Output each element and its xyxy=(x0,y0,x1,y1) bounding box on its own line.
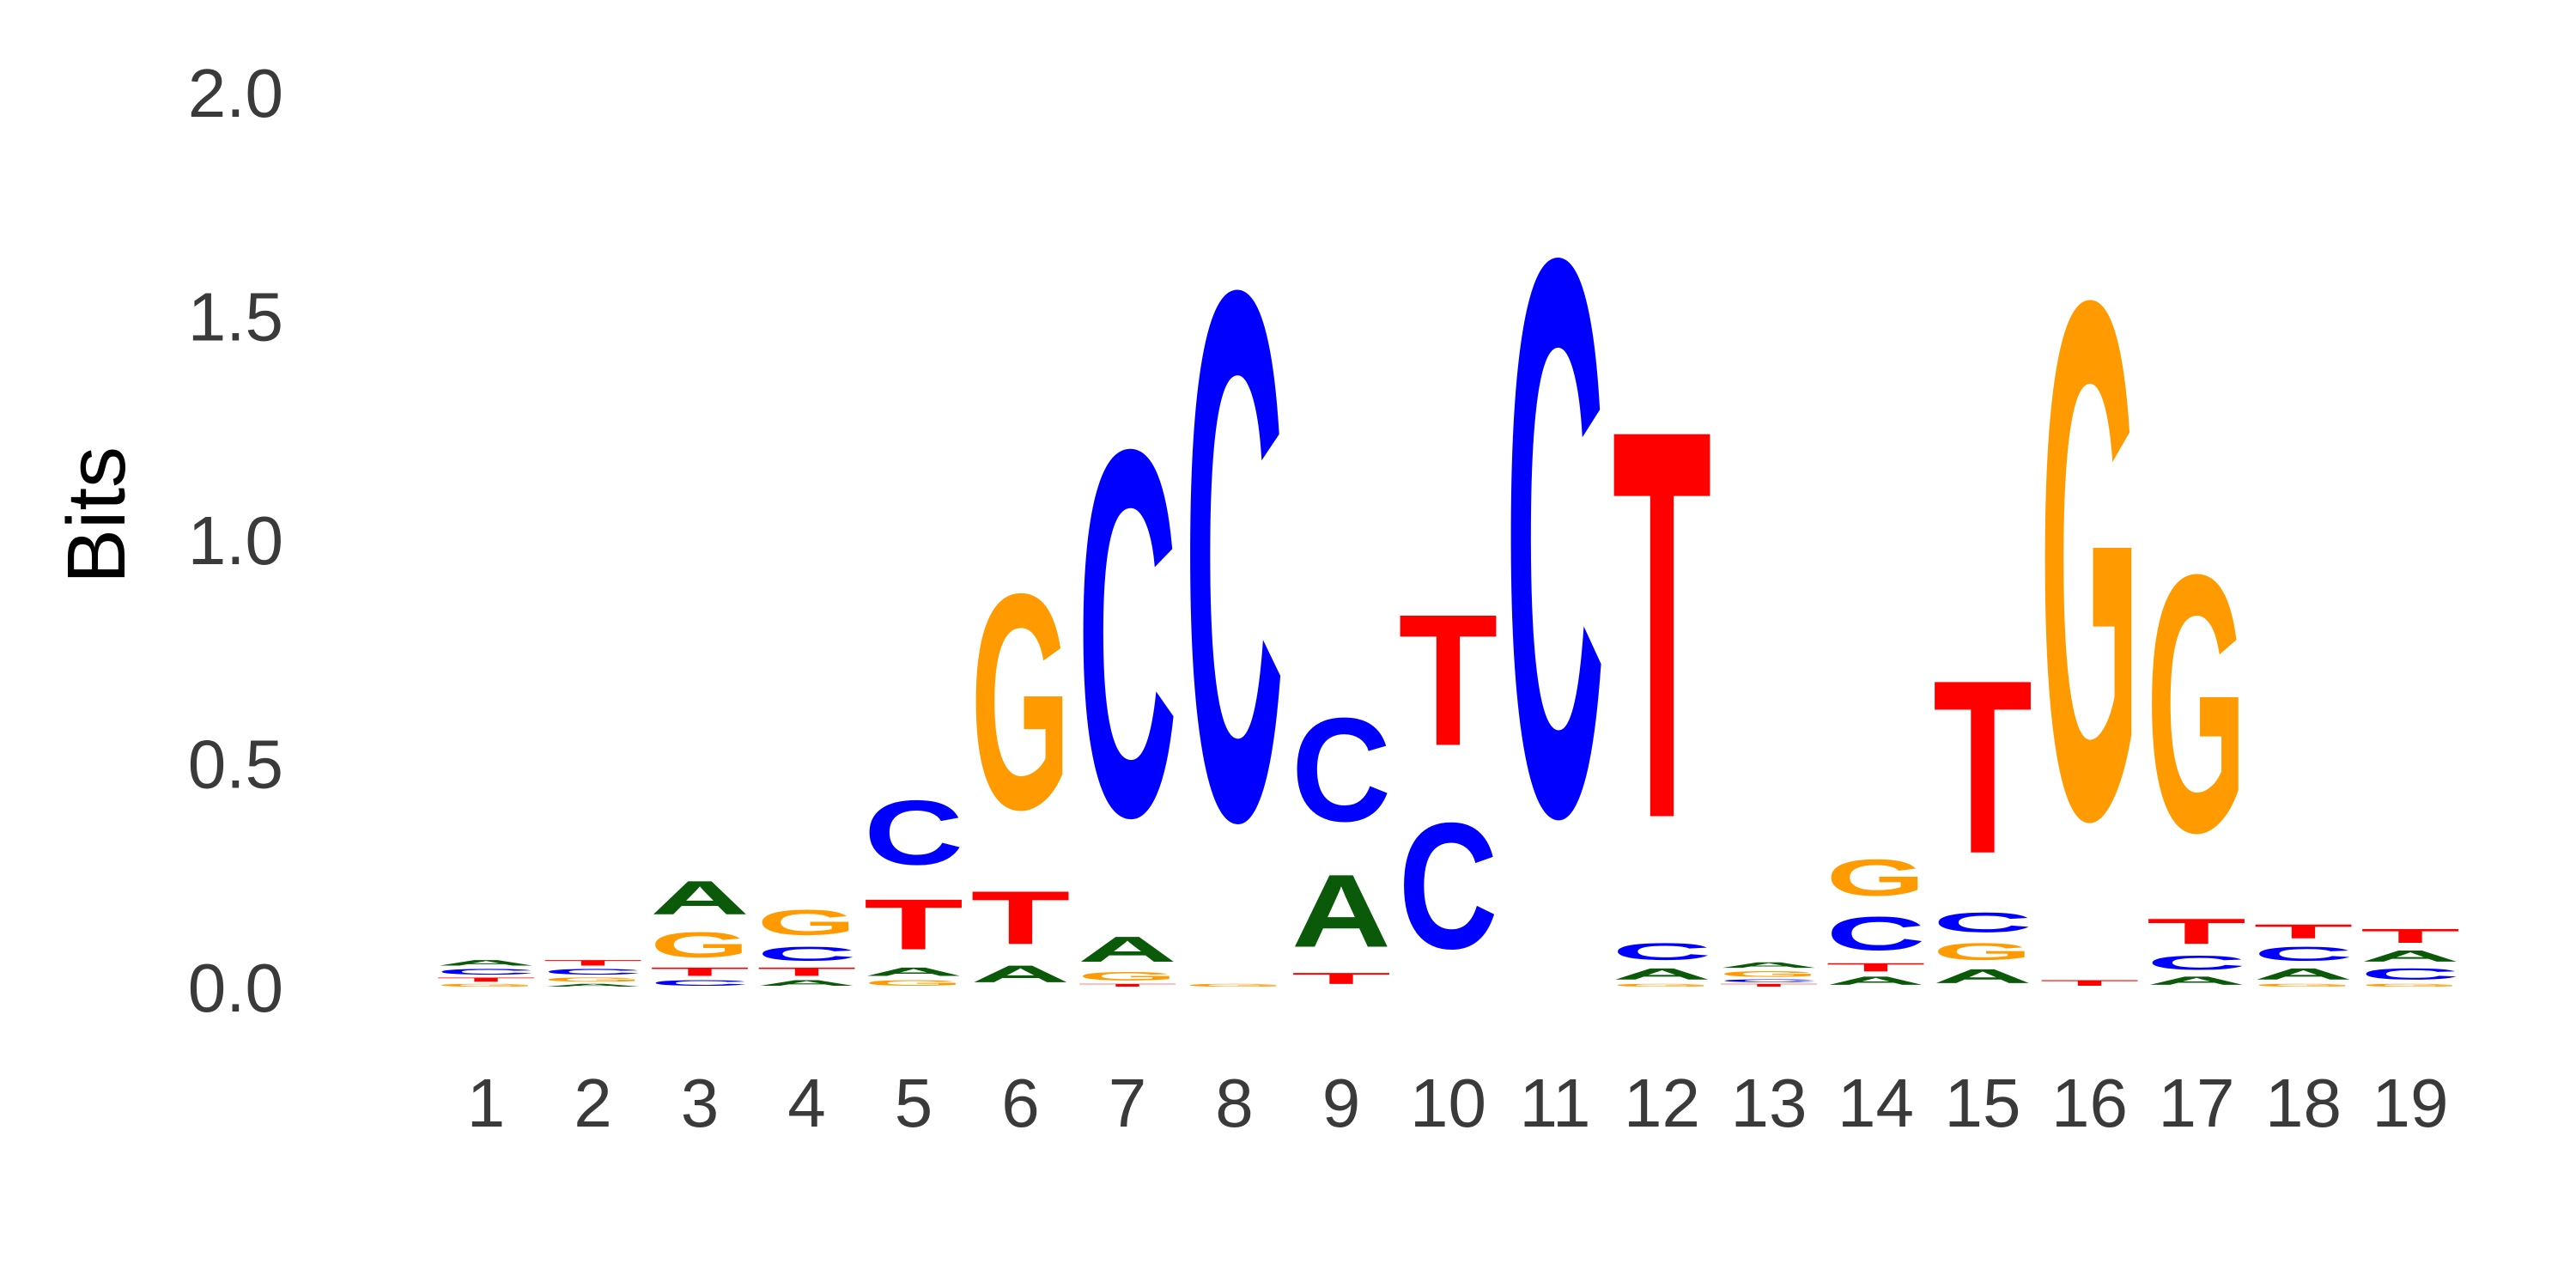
logo-letter-t: T xyxy=(1933,629,2032,905)
x-tick-label: 6 xyxy=(1001,1065,1040,1141)
logo-letter-a: A xyxy=(1719,961,1819,969)
logo-letter-g: G xyxy=(2147,498,2246,908)
x-axis: 1 2 3 4 5 6 7 8 9 10 11 12 13 14 15 16 17 18 19 xyxy=(467,1065,2449,1141)
y-tick-label: 1.5 xyxy=(188,279,283,355)
logo-letter-t: T xyxy=(971,876,1071,960)
logo-letter-g: G xyxy=(1078,969,1177,983)
logo-letter-t: T xyxy=(1399,576,1498,785)
x-tick-label: 13 xyxy=(1731,1065,1807,1141)
y-tick-label: 0.5 xyxy=(188,726,283,803)
logo-letter-g: G xyxy=(544,976,643,983)
logo-letter-c: C xyxy=(1826,907,1926,960)
logo-letter-a: A xyxy=(544,983,643,987)
logo-letter-a: A xyxy=(864,965,963,979)
logo-letter-g: G xyxy=(864,979,963,987)
logo-letter-a: A xyxy=(1613,965,1712,983)
logo-letter-g: G xyxy=(1933,939,2032,965)
logo-letter-c: C xyxy=(650,979,750,987)
logo-letter-t: T xyxy=(1291,969,1391,987)
logo-letter-t: T xyxy=(1613,314,1712,934)
logo-letter-t: T xyxy=(757,965,857,979)
x-tick-label: 8 xyxy=(1215,1065,1254,1141)
x-tick-label: 12 xyxy=(1624,1065,1700,1141)
x-tick-label: 16 xyxy=(2051,1065,2128,1141)
logo-letter-g: G xyxy=(1613,983,1712,987)
logo-letter-t: T xyxy=(436,976,536,983)
logo-letter-g: G xyxy=(2360,983,2460,987)
y-tick-label: 0.0 xyxy=(188,950,283,1026)
logo-letter-a: A xyxy=(1291,854,1391,969)
logo-letter-g: G xyxy=(1185,983,1285,987)
logo-letter-a: A xyxy=(1933,965,2032,987)
y-tick-label: 2.0 xyxy=(188,55,283,131)
logo-letter-a: A xyxy=(650,872,750,925)
logo-letter-a: A xyxy=(1826,974,1926,987)
logo-letter-c: C xyxy=(2360,965,2460,983)
x-tick-label: 2 xyxy=(574,1065,612,1141)
x-tick-label: 4 xyxy=(787,1065,826,1141)
logo-letter-c: C xyxy=(1933,907,2032,939)
logo-letter-g: G xyxy=(436,983,536,987)
logo-letter-c: C xyxy=(2254,943,2354,965)
y-axis-label: Bits xyxy=(51,447,143,584)
logo-letter-a: A xyxy=(2254,965,2354,983)
logo-letter-a: A xyxy=(2147,974,2246,987)
y-tick-label: 1.0 xyxy=(188,502,283,579)
logo-letter-c: C xyxy=(864,781,963,884)
logo-letter-t: T xyxy=(2254,920,2354,943)
logo-letter-c: C xyxy=(544,968,643,976)
logo-letter-a: A xyxy=(2360,947,2460,965)
logo-letter-t: T xyxy=(864,884,963,965)
x-tick-label: 15 xyxy=(1945,1065,2021,1141)
logo-letter-t: T xyxy=(544,958,643,967)
logo-letter-c: C xyxy=(2147,951,2246,974)
x-tick-label: 1 xyxy=(467,1065,506,1141)
logo-letter-t: T xyxy=(650,965,750,979)
logo-letter-g: G xyxy=(2040,147,2140,972)
logo-letter-t: T xyxy=(1719,983,1819,987)
logo-letter-c: C xyxy=(1078,342,1177,926)
logo-letter-t: T xyxy=(1078,983,1177,987)
x-tick-label: 7 xyxy=(1109,1065,1147,1141)
x-tick-label: 5 xyxy=(895,1065,933,1141)
logo-letter-a: A xyxy=(757,979,857,987)
logo-letter-c: C xyxy=(1613,939,1712,965)
logo-letter-g: G xyxy=(650,925,750,965)
logo-letter-t: T xyxy=(2147,912,2246,952)
x-tick-label: 19 xyxy=(2372,1065,2449,1141)
y-axis: 0.0 0.5 1.0 1.5 2.0 xyxy=(188,55,283,1026)
x-tick-label: 11 xyxy=(1519,1065,1590,1141)
logo-letter-a: A xyxy=(436,958,536,967)
logo-letter-a: A xyxy=(1078,929,1177,969)
logo-letter-c: C xyxy=(1291,688,1391,853)
x-tick-label: 3 xyxy=(681,1065,720,1141)
logo-letter-g: G xyxy=(2254,983,2354,987)
x-tick-label: 10 xyxy=(1410,1065,1486,1141)
logo-letter-g: G xyxy=(1719,969,1819,978)
x-tick-label: 17 xyxy=(2159,1065,2235,1141)
logo-letter-g: G xyxy=(971,531,1071,874)
x-tick-label: 18 xyxy=(2265,1065,2342,1141)
x-tick-label: 9 xyxy=(1322,1065,1361,1141)
logo-letter-c: C xyxy=(1505,94,1605,981)
logo-letter-c: C xyxy=(757,943,857,965)
logo-letter-c: C xyxy=(1719,979,1819,983)
logo-letter-t: T xyxy=(2360,925,2460,947)
logo-letter-t: T xyxy=(1826,961,1926,975)
logo-letter-g: G xyxy=(1826,849,1926,908)
x-tick-label: 14 xyxy=(1838,1065,1914,1141)
logo-letter-g: G xyxy=(757,902,857,943)
logo-letter-c: C xyxy=(1185,134,1285,977)
logo-letter-t: T xyxy=(2040,979,2140,987)
logo-letter-c: C xyxy=(1399,785,1498,986)
logo-letter-c: C xyxy=(436,968,536,976)
logo-letter-a: A xyxy=(971,961,1071,987)
